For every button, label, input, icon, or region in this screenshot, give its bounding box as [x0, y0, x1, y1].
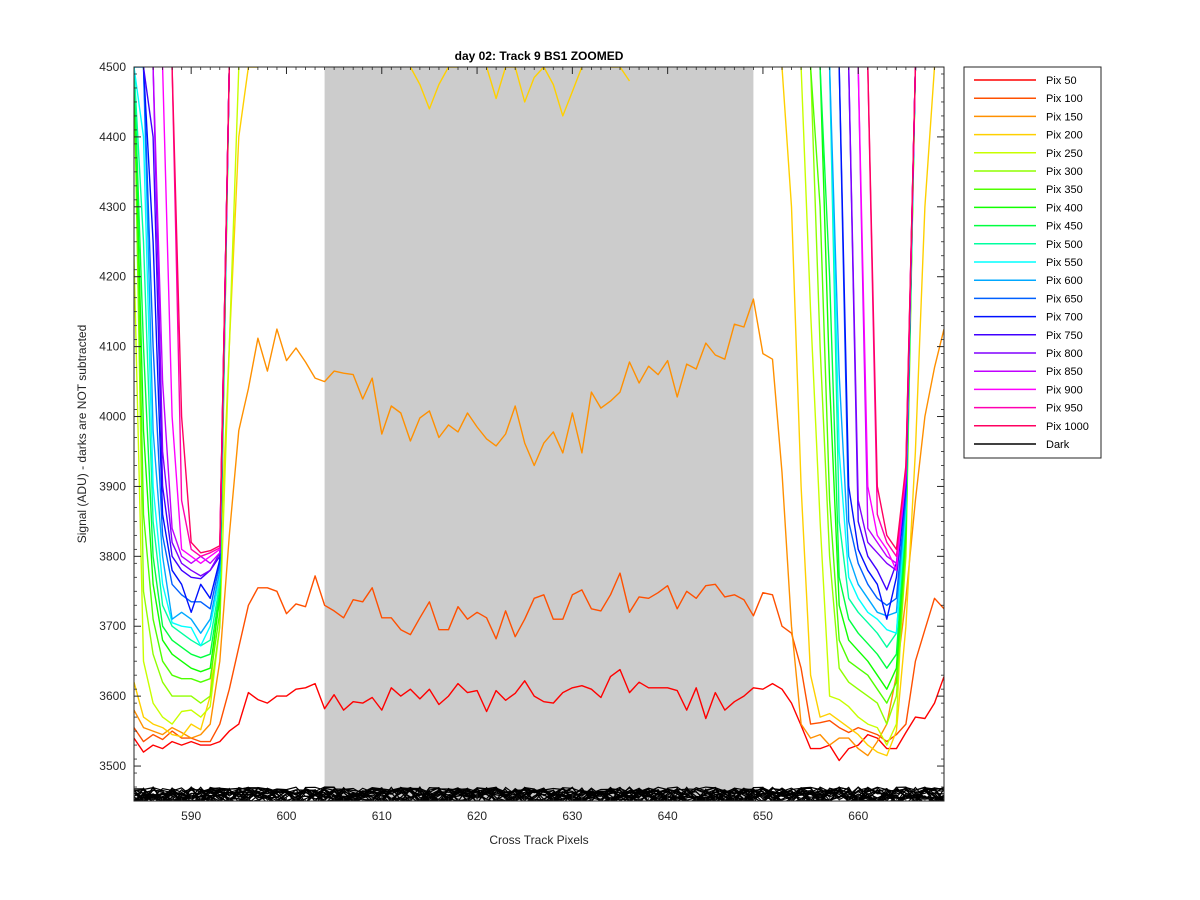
legend-label: Pix 150	[1046, 111, 1083, 123]
shaded-region-layer	[324, 67, 754, 801]
dark-trace	[134, 786, 944, 801]
legend-label: Pix 800	[1046, 348, 1083, 360]
dark-trace	[134, 786, 943, 801]
legend-label: Pix 900	[1046, 384, 1083, 396]
legend-label: Pix 500	[1046, 239, 1083, 251]
legend-label: Pix 700	[1046, 312, 1083, 324]
series-line-pix-550	[134, 67, 917, 647]
x-tick-label: 640	[658, 809, 678, 823]
plot-frame	[133, 66, 945, 802]
legend-label: Pix 550	[1046, 257, 1083, 269]
y-tick-label: 3900	[99, 479, 126, 493]
series-line-pix-100	[134, 572, 944, 743]
x-tick-label: 620	[467, 809, 487, 823]
shaded-region	[324, 67, 754, 801]
legend: Pix 50 Pix 100 Pix 150 Pix 200 Pix 250 Pix 30…	[963, 66, 1102, 459]
legend-label: Pix 200	[1046, 130, 1083, 142]
legend-label: Pix 750	[1046, 330, 1083, 342]
legend-label: Pix 100	[1046, 93, 1083, 105]
x-tick-label: 610	[372, 809, 392, 823]
series-line-pix-400	[134, 67, 917, 690]
dark-trace	[134, 786, 944, 801]
x-tick-label: 630	[562, 809, 582, 823]
y-tick-label: 3600	[99, 689, 126, 703]
y-ticks: 3500 3600 3700 3800 3900 4000 4100 4200 4300 4400…	[99, 60, 944, 802]
x-tick-label: 590	[181, 809, 201, 823]
legend-label: Pix 450	[1046, 221, 1083, 233]
dark-trace	[134, 786, 944, 801]
legend-label: Pix 850	[1046, 366, 1083, 378]
series-line-pix-150	[134, 298, 944, 757]
series-line-pix-50	[134, 668, 944, 762]
legend-label: Dark	[1046, 439, 1070, 451]
series-line-pix-700	[142, 67, 917, 620]
legend-label: Pix 950	[1046, 403, 1083, 415]
legend-label: Pix 600	[1046, 275, 1083, 287]
y-tick-label: 3700	[99, 619, 126, 633]
y-tick-label: 4200	[99, 270, 126, 284]
y-tick-label: 4000	[99, 410, 126, 424]
y-tick-label: 3500	[99, 759, 126, 773]
series-line-pix-300	[134, 67, 917, 725]
series-line-pix-200	[134, 67, 936, 757]
series-line-pix-450	[134, 67, 917, 669]
legend-label: Pix 1000	[1046, 421, 1089, 433]
x-ticks: 590 600 610 620 630 640 650 660	[133, 67, 945, 823]
legend-label: Pix 50	[1046, 75, 1077, 87]
legend-label: Pix 300	[1046, 166, 1083, 178]
legend-label: Pix 400	[1046, 202, 1083, 214]
y-tick-label: 3800	[99, 549, 126, 563]
y-tick-label: 4500	[99, 60, 126, 74]
legend-label: Pix 650	[1046, 293, 1083, 305]
x-tick-label: 650	[753, 809, 773, 823]
series-line-pix-350	[134, 67, 917, 704]
legend-label: Pix 350	[1046, 184, 1083, 196]
y-axis-label: Signal (ADU) - darks are NOT subtracted	[75, 325, 89, 544]
dark-trace	[134, 786, 944, 801]
series-line-pix-1000	[171, 67, 917, 554]
series-line-pix-600	[134, 67, 917, 634]
y-tick-label: 4100	[99, 340, 126, 354]
x-tick-label: 600	[276, 809, 296, 823]
x-axis-label: Cross Track Pixels	[489, 833, 588, 847]
x-tick-label: 660	[848, 809, 868, 823]
y-tick-label: 4300	[99, 200, 126, 214]
series-layer	[134, 67, 944, 762]
series-line-pix-250	[134, 67, 917, 746]
y-tick-label: 4400	[99, 130, 126, 144]
legend-label: Pix 250	[1046, 148, 1083, 160]
chart-title: day 02: Track 9 BS1 ZOOMED	[455, 49, 624, 63]
